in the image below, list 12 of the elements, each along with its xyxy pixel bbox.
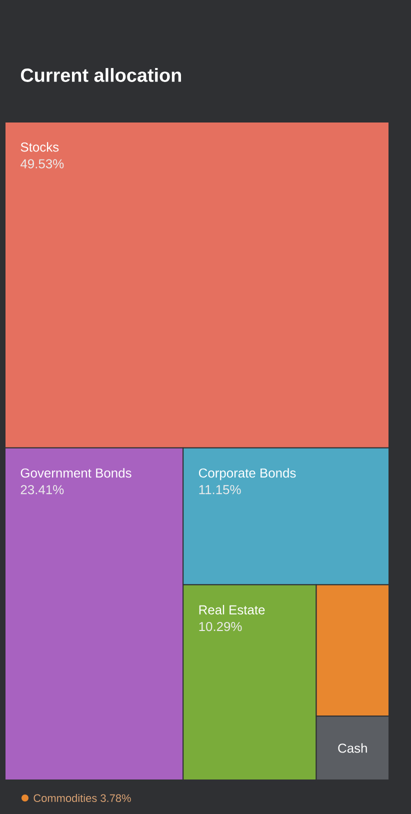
data-label: 49.53% [20,159,64,168]
data-label: 11.15% [199,485,241,494]
category-label: Corporate Bonds [198,468,296,480]
data-label: 10.29% [199,622,242,632]
text: Current allocation [20,68,181,82]
category-label: Government Bonds [20,468,132,478]
category-label: Stocks [20,142,59,152]
data-label: 3.78% [100,794,131,802]
category-label: Commodities [34,794,97,802]
category-label: Real Estate [199,604,265,614]
data-label: 23.41% [20,485,64,494]
category-label: Cash [338,743,367,753]
